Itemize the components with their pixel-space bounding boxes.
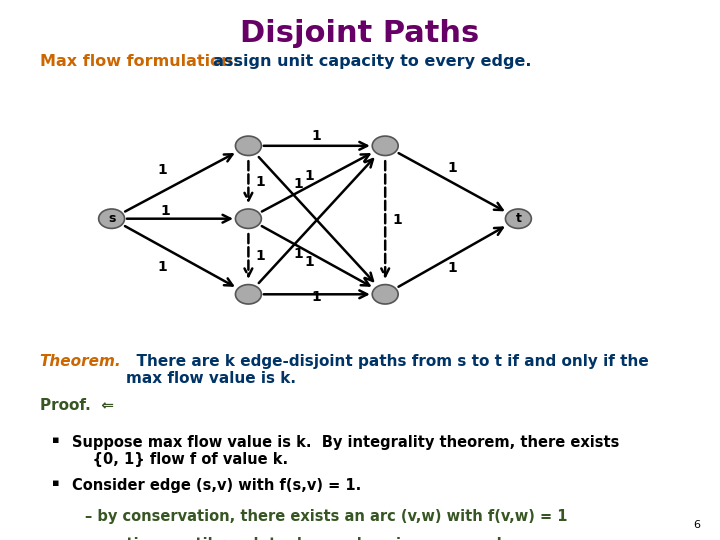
Text: 1: 1 [157,163,167,177]
Text: 1: 1 [294,247,304,261]
Text: 1: 1 [294,177,304,191]
Text: 1: 1 [305,255,315,269]
Text: – continue until reach t, always choosing a new edge: – continue until reach t, always choosin… [85,537,522,540]
Text: Theorem.: Theorem. [40,354,121,369]
Text: 1: 1 [312,290,322,304]
Text: – by conservation, there exists an arc (v,w) with f(v,w) = 1: – by conservation, there exists an arc (… [85,509,567,524]
FancyArrowPatch shape [258,159,373,283]
Circle shape [372,285,398,304]
Circle shape [235,209,261,228]
Text: t: t [516,212,521,225]
Text: Max flow formulation:: Max flow formulation: [40,54,238,69]
FancyArrowPatch shape [264,142,367,150]
Text: ▪: ▪ [52,435,59,445]
Text: assign unit capacity to every edge.: assign unit capacity to every edge. [202,54,531,69]
FancyArrowPatch shape [262,154,369,212]
Text: s: s [108,212,115,225]
FancyArrowPatch shape [125,226,233,286]
Circle shape [235,285,261,304]
Text: There are k edge-disjoint paths from s to t if and only if the
max flow value is: There are k edge-disjoint paths from s t… [126,354,649,386]
Text: 1: 1 [392,213,402,227]
Text: 1: 1 [312,129,322,143]
Text: 1: 1 [157,260,167,274]
Text: ▪: ▪ [52,478,59,488]
Text: Consider edge (s,v) with f(s,v) = 1.: Consider edge (s,v) with f(s,v) = 1. [72,478,361,493]
Circle shape [99,209,125,228]
Text: 6: 6 [693,520,700,530]
FancyArrowPatch shape [398,228,503,287]
FancyArrowPatch shape [399,153,503,210]
Circle shape [235,136,261,156]
FancyArrowPatch shape [245,161,252,201]
FancyArrowPatch shape [125,154,233,212]
FancyArrowPatch shape [258,157,373,281]
Text: 1: 1 [305,168,315,183]
Text: Disjoint Paths: Disjoint Paths [240,19,480,48]
FancyArrowPatch shape [245,234,252,276]
Text: 1: 1 [447,161,457,176]
FancyArrowPatch shape [264,291,367,298]
Circle shape [372,136,398,156]
Text: 1: 1 [447,261,457,275]
FancyArrowPatch shape [262,226,369,286]
Text: Proof.  ⇐: Proof. ⇐ [40,398,114,413]
Text: 1: 1 [256,175,266,189]
Text: 1: 1 [161,204,171,218]
Circle shape [505,209,531,228]
Text: Suppose max flow value is k.  By integrality theorem, there exists
    {0, 1} fl: Suppose max flow value is k. By integral… [72,435,619,467]
FancyArrowPatch shape [382,161,389,276]
FancyArrowPatch shape [127,215,230,222]
Text: 1: 1 [256,249,266,264]
